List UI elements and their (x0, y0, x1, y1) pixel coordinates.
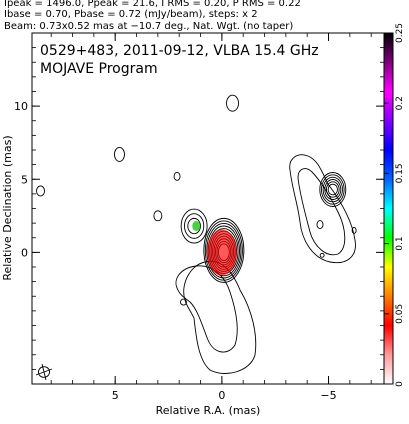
component-outer-contour (297, 168, 346, 256)
chart-title: 0529+483, 2011-09-12, VLBA 15.4 GHz (40, 43, 319, 59)
x-tick-label: 0 (218, 389, 225, 402)
colorbar (383, 32, 394, 385)
noise-contour (36, 185, 45, 197)
component-contour (184, 213, 205, 239)
jet-contour (183, 260, 257, 374)
component-contour (327, 183, 338, 196)
colorbar-tick-label: 0.05 (395, 304, 405, 324)
noise-contour (319, 252, 325, 258)
x-tick-label: 5 (112, 389, 119, 402)
noise-contour (153, 210, 163, 222)
core-contour (203, 217, 245, 283)
colorbar-tick-label: 0.15 (395, 163, 405, 183)
colorbar-tick-label: 0.25 (395, 23, 405, 43)
noise-contour (226, 94, 239, 112)
header-line-1: Ipeak = 1496.0, Ppeak = 21.6, I RMS = 0.… (4, 0, 301, 9)
beam-cross (41, 363, 47, 381)
component-contour (321, 174, 345, 205)
component-contour (326, 181, 340, 198)
noise-contour (173, 171, 181, 181)
header-line-3: Beam: 0.73x0.52 mas at −10.7 deg., Nat. … (4, 21, 294, 32)
colorbar-tick-label: 0.1 (395, 236, 405, 250)
y-tick-label: 5 (21, 173, 28, 186)
component-contour (187, 217, 201, 235)
component-outer-contour (289, 154, 356, 264)
x-axis-label: Relative R.A. (mas) (156, 404, 261, 417)
y-tick-label: 0 (21, 246, 28, 259)
header-line-2: Ibase = 0.70, Pbase = 0.72 (mJy/beam), s… (4, 9, 258, 20)
colorbar-tick-label: 0 (395, 381, 405, 387)
polarization-peak (206, 229, 237, 276)
noise-contour (316, 220, 324, 230)
y-tick-label: 10 (14, 100, 28, 113)
colorbar-tick-label: 0.2 (395, 96, 405, 110)
component-contour (319, 172, 347, 207)
chart-subtitle: MOJAVE Program (40, 61, 158, 77)
plot-frame (31, 32, 385, 385)
noise-contour (180, 298, 187, 306)
core-contour (206, 223, 242, 279)
y-axis-label: Relative Declination (mas) (1, 135, 14, 280)
noise-contour (114, 146, 125, 162)
core-contour (204, 220, 243, 281)
polarization-peak (192, 221, 201, 232)
jet-contour (175, 265, 238, 353)
component-contour (180, 208, 208, 244)
x-tick-label: −5 (320, 389, 336, 402)
component-contour (324, 179, 342, 200)
noise-contour (351, 226, 357, 234)
